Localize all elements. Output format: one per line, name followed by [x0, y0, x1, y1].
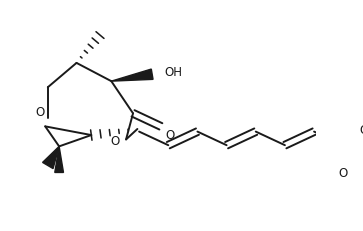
- Text: O: O: [360, 124, 363, 137]
- Polygon shape: [111, 69, 153, 81]
- Text: O: O: [35, 106, 45, 119]
- Polygon shape: [55, 146, 64, 173]
- Text: O: O: [165, 129, 175, 142]
- Text: O: O: [110, 135, 119, 148]
- Text: OH: OH: [164, 66, 182, 79]
- Polygon shape: [42, 146, 59, 169]
- Text: O: O: [339, 167, 348, 180]
